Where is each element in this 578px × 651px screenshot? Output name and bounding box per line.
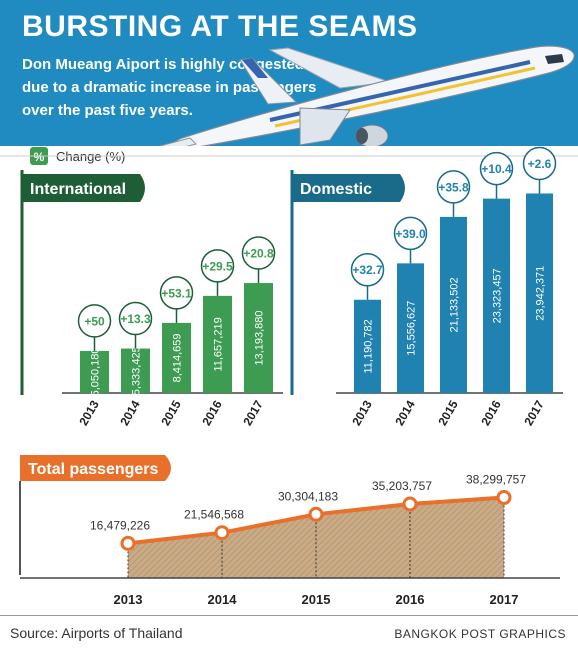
dom-year-label: 2016	[478, 398, 504, 428]
total-point-2013	[120, 535, 136, 551]
intl-change-label: +53.1	[161, 286, 192, 300]
dom-change-bubble	[479, 151, 514, 186]
intl-title-box	[22, 174, 145, 202]
dom-change-bubble	[436, 170, 471, 204]
intl-value-label: 13,193,880	[254, 310, 266, 365]
intl-year-label: 2015	[158, 398, 184, 428]
intl-value-label: 11,657,219	[213, 317, 225, 371]
intl-value-label: 8,414,659	[172, 333, 184, 382]
total-title: Total passengers	[28, 461, 159, 478]
footer-divider	[0, 615, 578, 616]
dom-title-box	[292, 174, 405, 202]
airplane-icon	[159, 45, 575, 146]
intl-value-label: 5,333,425	[131, 346, 143, 395]
total-year-label: 2017	[490, 592, 519, 607]
dom-bar-2017	[526, 193, 553, 393]
subtitle-line-1: Don Mueang Aiport is highly congested	[22, 56, 304, 73]
total-point-2016	[402, 496, 418, 512]
total-title-box	[20, 455, 171, 481]
legend-symbol: %	[34, 150, 45, 164]
intl-year-label: 2013	[76, 398, 102, 428]
total-value-label: 35,203,757	[372, 479, 432, 493]
intl-year-label: 2017	[240, 398, 266, 428]
intl-bar-2017	[244, 283, 273, 393]
dom-change-label: +39.0	[395, 227, 426, 241]
dom-change-label: +10.4	[481, 162, 512, 176]
total-point-2014	[214, 525, 230, 541]
intl-change-label: +50	[84, 314, 105, 328]
graphics-credit: BANGKOK POST GRAPHICS	[394, 627, 566, 641]
subtitle-line-2: due to a dramatic increase in passengers	[22, 79, 317, 96]
dom-year-label: 2015	[435, 398, 461, 428]
total-value-label: 30,304,183	[278, 489, 338, 503]
intl-change-bubble	[241, 236, 276, 270]
intl-bar-2013	[80, 350, 109, 393]
intl-value-label: 5,050,180	[90, 347, 102, 396]
total-chart: 16,479,226 2013 21,546,568 2014 30,304,183 20…	[20, 472, 560, 607]
dom-bar-2014	[397, 263, 424, 393]
dom-change-label: +32.7	[352, 263, 383, 277]
dom-value-label: 15,556,627	[406, 301, 418, 356]
source-note: Source: Airports of Thailand	[10, 625, 183, 641]
total-point-2017	[496, 489, 512, 505]
total-year-label: 2013	[114, 592, 143, 607]
intl-bar-2015	[162, 322, 191, 393]
dom-change-bubble	[350, 252, 385, 287]
dom-bar-2015	[440, 216, 467, 393]
dom-bar-2016	[483, 198, 510, 393]
dom-year-label: 2014	[392, 398, 418, 428]
dom-year-label: 2017	[521, 398, 547, 428]
intl-bar-2014	[121, 348, 150, 393]
intl-change-bubble	[159, 276, 194, 310]
dom-value-label: 23,942,371	[535, 266, 547, 321]
intl-title: International	[30, 181, 126, 198]
intl-change-label: +13.3	[120, 312, 151, 326]
page-title: BURSTING AT THE SEAMS	[22, 10, 418, 43]
intl-bars: 5,050,180 +50 2013 5,333,425 +13.3 2014 8,414,…	[62, 236, 283, 428]
total-year-label: 2015	[302, 592, 331, 607]
intl-bar-2016	[203, 295, 232, 393]
dom-value-label: 11,190,782	[363, 319, 375, 373]
dom-title: Domestic	[300, 181, 372, 198]
dom-value-label: 23,323,457	[492, 268, 504, 323]
subtitle-line-3: over the past five years.	[22, 102, 193, 119]
total-year-label: 2016	[396, 592, 425, 607]
intl-change-label: +29.5	[202, 259, 233, 273]
total-value-label: 21,546,568	[184, 508, 244, 522]
dom-change-label: +35.8	[438, 180, 469, 194]
intl-year-label: 2016	[199, 398, 225, 428]
intl-change-label: +20.8	[243, 247, 274, 261]
dom-value-label: 21,133,502	[449, 277, 461, 332]
header-banner: BURSTING AT THE SEAMS Don Mueang Aiport …	[0, 0, 578, 146]
dom-year-label: 2013	[349, 398, 375, 428]
total-year-label: 2014	[208, 592, 238, 607]
dom-change-bubble	[393, 216, 428, 251]
dom-change-label: +2.6	[528, 157, 552, 171]
intl-year-label: 2014	[117, 398, 143, 428]
intl-change-bubble	[77, 304, 112, 338]
total-value-label: 38,299,757	[466, 472, 526, 486]
intl-change-bubble	[200, 249, 235, 283]
dom-bar-2013	[354, 299, 381, 393]
total-point-2015	[308, 506, 324, 522]
intl-change-bubble	[118, 301, 153, 336]
dom-change-bubble	[522, 146, 557, 181]
total-value-label: 16,479,226	[90, 518, 150, 532]
